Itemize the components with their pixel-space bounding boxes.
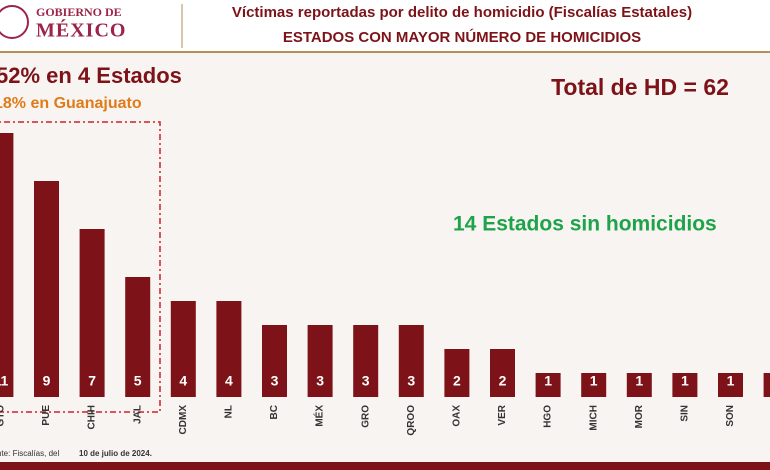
value-label: 1 — [681, 373, 689, 389]
bar — [535, 373, 561, 397]
value-label: 1 — [635, 373, 643, 389]
bar — [490, 349, 515, 397]
header-band — [0, 0, 770, 52]
zero-annotation: 14 Estados sin homicidios — [453, 213, 717, 236]
value-label: 3 — [362, 373, 370, 389]
bar — [262, 325, 287, 397]
value-label: 9 — [43, 373, 51, 389]
x-tick-label: JAL — [132, 405, 143, 424]
x-tick-label: CHIH — [87, 405, 98, 429]
highlight-box — [0, 121, 161, 413]
header-subtitle: ESTADOS CON MAYOR NÚMERO DE HOMICIDIOS — [283, 28, 641, 46]
bar — [34, 181, 59, 397]
x-tick-label: VER — [497, 404, 508, 425]
x-tick-label: NL — [224, 405, 235, 418]
bar — [581, 373, 607, 397]
header-title: Víctimas reportadas por delito de homici… — [232, 4, 692, 21]
x-tick-label: SON — [725, 405, 736, 427]
share-annotation: 52% en 4 Estados — [0, 63, 182, 88]
value-label: 1 — [727, 373, 735, 389]
value-label: 2 — [453, 373, 461, 389]
source-date: 10 de julio de 2024. — [79, 449, 152, 458]
x-tick-label: MOR — [634, 404, 645, 428]
x-tick-label: OAX — [452, 405, 463, 427]
share-detail: 18% en Guanajuato — [0, 95, 142, 112]
bar — [398, 325, 424, 397]
logo-emblem — [0, 5, 29, 39]
bar — [307, 325, 333, 397]
value-label: 2 — [499, 373, 507, 389]
value-label: 11 — [0, 373, 9, 389]
bar — [626, 373, 652, 397]
value-label: 1 — [590, 373, 598, 389]
bar — [170, 301, 196, 397]
bar — [718, 373, 743, 397]
value-label: 3 — [271, 373, 279, 389]
logo-bottom: MÉXICO — [36, 19, 126, 42]
bars: 11GTO9PUE7CHIH5JAL4CDMX4NL3BC3MÉX3GRO3QR… — [0, 133, 770, 436]
x-tick-label: SIN — [680, 405, 691, 422]
x-tick-label: BC — [269, 405, 280, 419]
bar — [125, 277, 151, 397]
x-tick-label: HGO — [543, 405, 554, 428]
bar — [444, 349, 470, 397]
value-label: 3 — [407, 373, 415, 389]
bar — [763, 373, 770, 397]
bar — [353, 325, 379, 397]
bar — [79, 229, 105, 397]
total-annotation: Total de HD = 62 — [551, 74, 729, 100]
bar — [216, 301, 242, 397]
source: nte: Fiscalías, del — [0, 449, 59, 458]
logo-top: GOBIERNO DE — [36, 5, 122, 19]
x-tick-label: GRO — [360, 405, 371, 428]
x-tick-label: MICH — [588, 405, 599, 431]
x-tick-label: MÉX — [313, 405, 326, 427]
value-label: 4 — [225, 373, 233, 389]
x-tick-label: PUE — [41, 405, 52, 426]
bar — [672, 373, 698, 397]
bar — [0, 133, 14, 397]
x-tick-label: QROO — [406, 405, 417, 436]
value-label: 7 — [88, 373, 96, 389]
x-tick-label: GTO — [0, 405, 7, 427]
value-label: 4 — [179, 373, 187, 389]
x-tick-label: CDMX — [178, 405, 189, 435]
value-label: 5 — [134, 373, 142, 389]
footer-band — [0, 462, 770, 470]
value-label: 1 — [544, 373, 552, 389]
value-label: 3 — [316, 373, 324, 389]
